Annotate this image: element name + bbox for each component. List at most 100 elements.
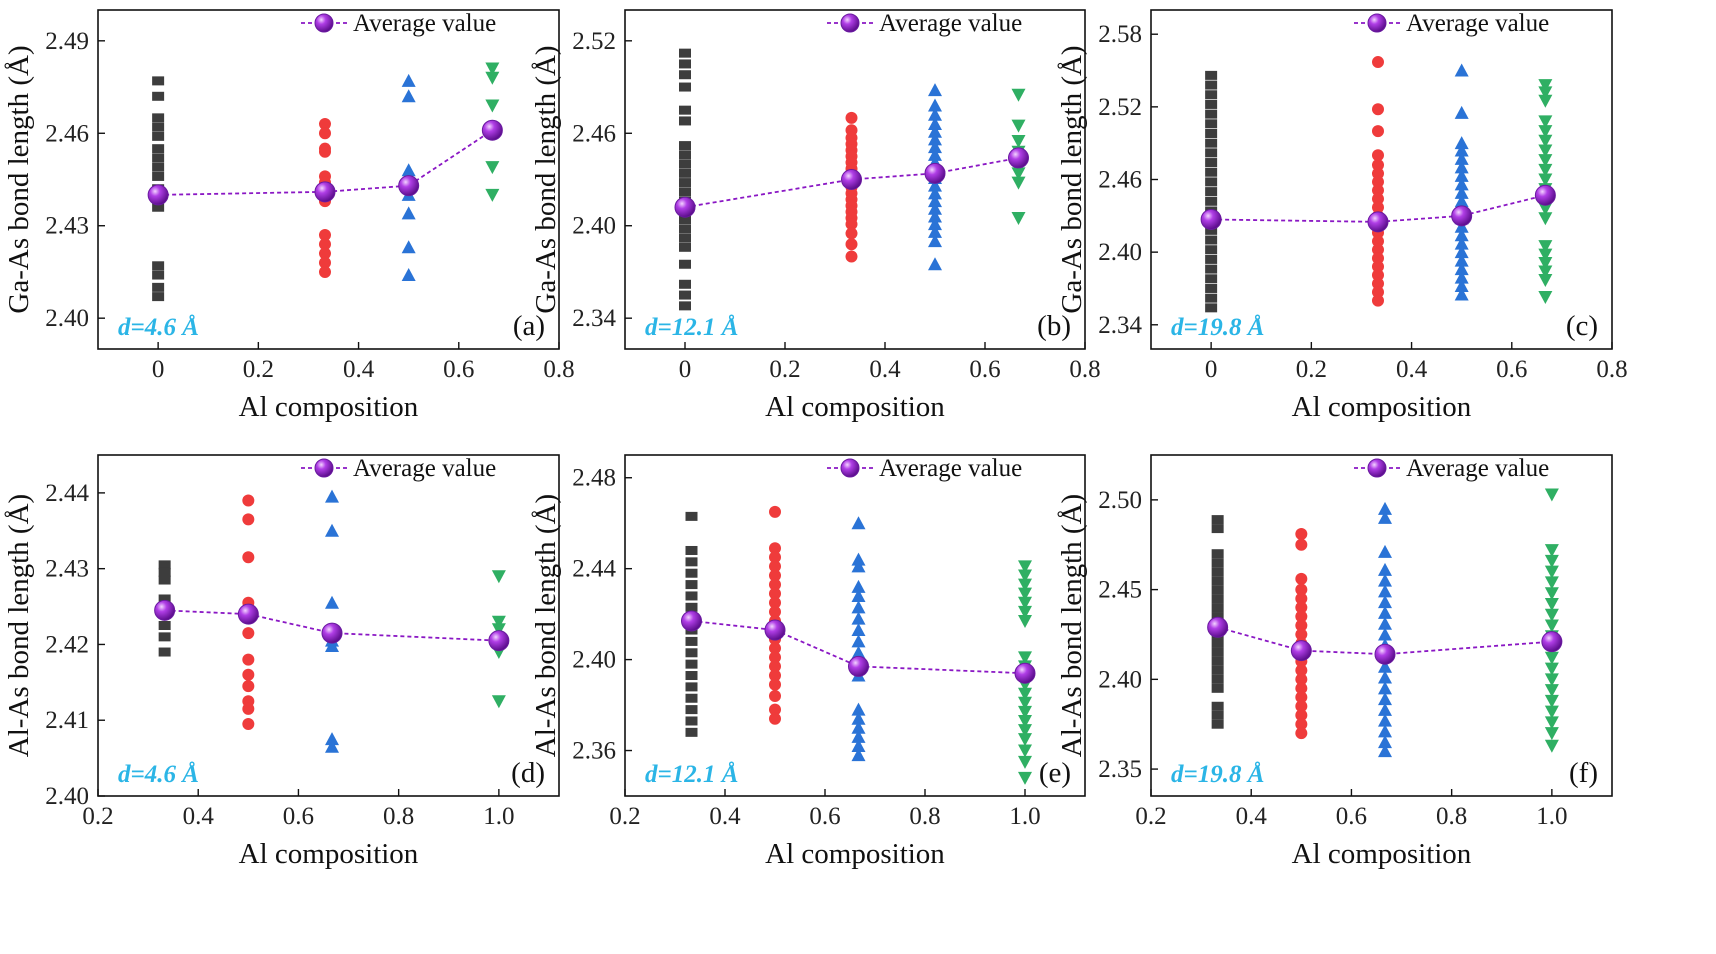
data-point	[485, 99, 500, 113]
data-point	[152, 261, 165, 271]
data-point	[1544, 684, 1559, 698]
legend-label: Average value	[879, 10, 1022, 37]
data-point	[1205, 109, 1218, 119]
data-point	[851, 552, 866, 566]
series-circle	[242, 494, 255, 731]
data-point	[242, 513, 255, 526]
data-point	[1018, 744, 1032, 758]
data-point	[152, 292, 165, 302]
data-point	[1371, 175, 1384, 188]
data-point	[1211, 710, 1224, 720]
data-point	[851, 600, 866, 614]
data-point	[685, 727, 698, 737]
average-point	[681, 610, 702, 632]
data-point	[1211, 549, 1224, 559]
data-point	[1211, 567, 1224, 577]
data-point	[1371, 269, 1384, 282]
data-point	[1205, 177, 1218, 187]
x-tick-label: 0.4	[1396, 356, 1428, 383]
data-point	[1018, 724, 1032, 738]
data-point	[845, 218, 858, 231]
data-point	[1018, 771, 1032, 785]
data-point	[1211, 585, 1224, 595]
y-axis-title: Al-As bond length (Å)	[1056, 494, 1088, 757]
data-point	[685, 693, 698, 703]
data-point	[1544, 662, 1559, 676]
data-point	[1538, 290, 1553, 304]
average-line	[1217, 626, 1552, 656]
data-point	[928, 140, 942, 154]
data-point	[1011, 167, 1026, 181]
data-point	[1371, 184, 1384, 197]
data-point	[769, 605, 781, 618]
data-point	[1544, 576, 1559, 590]
data-point	[1295, 628, 1308, 641]
legend-label: Average value	[879, 455, 1022, 482]
x-tick-label: 0.8	[909, 803, 940, 830]
data-point	[769, 678, 781, 691]
data-point	[485, 161, 500, 175]
data-point	[679, 159, 691, 169]
series-triangle-up	[325, 489, 340, 753]
x-tick-label: 0.6	[969, 356, 1000, 383]
series-circle	[1371, 56, 1384, 307]
x-axis-title: Al composition	[239, 838, 419, 870]
data-point	[928, 201, 942, 215]
average-point	[1534, 184, 1556, 206]
plot-frame	[624, 9, 1086, 350]
data-point	[1538, 212, 1553, 226]
data-point	[1378, 659, 1393, 673]
data-point	[152, 153, 165, 163]
x-tick-label: 0.2	[243, 356, 274, 383]
data-point	[1211, 683, 1224, 693]
data-point	[1205, 187, 1218, 197]
data-point	[1544, 619, 1559, 633]
y-tick-label: 2.46	[1098, 167, 1142, 194]
series-circle	[769, 505, 781, 725]
average-line	[691, 620, 1026, 675]
x-tick-label: 0.2	[769, 356, 800, 383]
data-point	[1018, 560, 1032, 574]
data-point	[851, 645, 866, 659]
data-point	[685, 682, 698, 692]
average-line	[164, 609, 499, 642]
panel-label: (c)	[1566, 310, 1598, 342]
y-tick-label: 2.46	[572, 120, 616, 147]
data-point	[685, 568, 698, 578]
data-point	[318, 127, 331, 140]
data-point	[158, 594, 171, 604]
data-point	[1205, 293, 1218, 303]
data-point	[769, 712, 781, 725]
data-point	[851, 720, 866, 734]
data-point	[1211, 515, 1224, 525]
panel-label: (b)	[1037, 310, 1071, 342]
data-point	[318, 256, 331, 269]
data-point	[485, 71, 500, 85]
data-point	[152, 162, 165, 172]
data-point	[928, 124, 942, 138]
average-point	[1008, 147, 1029, 169]
data-point	[242, 668, 255, 681]
data-point	[1211, 594, 1224, 604]
data-point	[318, 238, 331, 251]
data-point	[928, 194, 942, 208]
data-point	[1211, 558, 1224, 568]
data-point	[1378, 744, 1393, 758]
data-point	[1378, 544, 1393, 558]
data-point	[1295, 619, 1308, 632]
x-tick-label: 0.8	[383, 803, 414, 830]
legend-marker	[1367, 13, 1387, 33]
y-tick-label: 2.40	[1098, 666, 1142, 693]
average-line	[684, 157, 1019, 209]
data-point	[1295, 664, 1308, 677]
data-point	[1011, 176, 1026, 190]
y-axis-title: Ga-As bond length (Å)	[530, 45, 562, 313]
data-point	[1018, 755, 1032, 769]
data-point	[158, 567, 171, 577]
data-point	[769, 642, 781, 655]
y-tick-label: 2.52	[572, 28, 616, 55]
data-point	[1211, 665, 1224, 675]
average-point	[321, 622, 343, 644]
average-point	[848, 655, 869, 677]
average-point	[488, 630, 510, 652]
